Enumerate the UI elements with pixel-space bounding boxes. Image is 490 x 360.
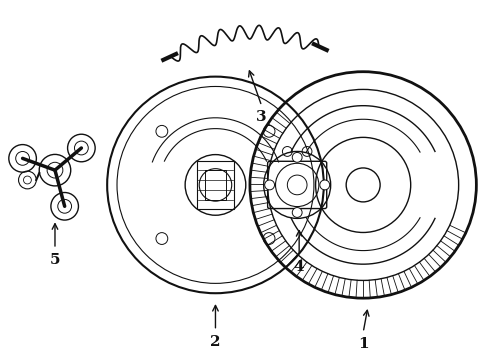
Text: 5: 5 [49,253,60,267]
Circle shape [320,180,330,190]
Bar [205,170,226,200]
Circle shape [265,180,274,190]
Text: 1: 1 [358,337,368,351]
Circle shape [292,152,302,162]
Text: 3: 3 [256,110,267,124]
Circle shape [292,208,302,217]
Text: 4: 4 [294,260,304,274]
Bar [197,161,234,208]
Text: 2: 2 [210,334,221,348]
